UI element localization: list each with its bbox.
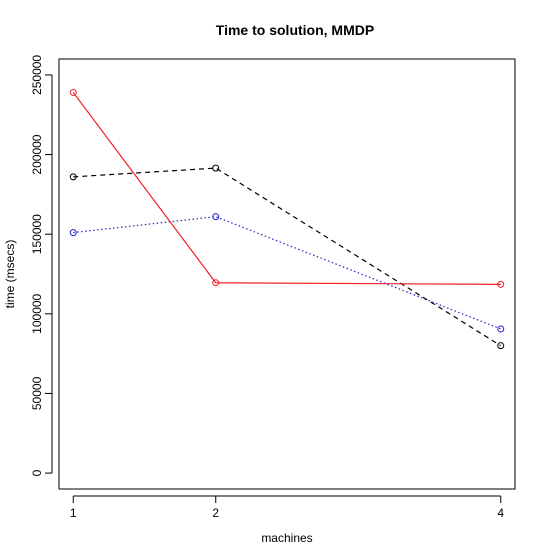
plot-frame	[58, 58, 516, 490]
x-axis: 1 2 4	[70, 495, 504, 520]
y-axis-label: time (msecs)	[3, 240, 17, 309]
data-point	[212, 213, 220, 221]
y-tick-label: 0	[30, 469, 44, 476]
y-axis: 0 50000 100000 150000 200000 250000	[30, 55, 53, 476]
series-2	[69, 213, 505, 333]
series-1	[69, 164, 505, 350]
series-layer	[69, 88, 505, 350]
data-point	[212, 279, 220, 287]
y-tick-label: 250000	[30, 55, 44, 95]
x-axis-label: machines	[261, 531, 312, 545]
data-point	[497, 342, 505, 350]
data-point	[497, 280, 505, 288]
series-line	[72, 92, 501, 285]
data-point	[212, 164, 220, 172]
y-tick-label: 200000	[30, 134, 44, 174]
data-point	[69, 88, 77, 96]
data-point	[69, 229, 77, 237]
series-line	[73, 167, 502, 347]
data-point	[497, 325, 505, 333]
y-tick-label: 150000	[30, 214, 44, 254]
x-tick-label: 4	[497, 506, 504, 520]
x-tick-label: 1	[70, 506, 77, 520]
y-tick-label: 100000	[30, 293, 44, 333]
series-line	[73, 216, 501, 330]
data-point	[69, 173, 77, 181]
x-tick-label: 2	[212, 506, 219, 520]
y-tick-label: 50000	[30, 376, 44, 410]
chart-title: Time to solution, MMDP	[216, 22, 374, 38]
series-3	[69, 88, 505, 288]
